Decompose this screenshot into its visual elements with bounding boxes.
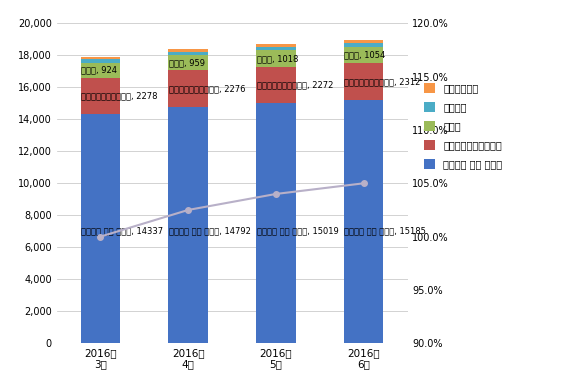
Text: カレコ, 1054: カレコ, 1054 <box>344 50 385 60</box>
Text: オリックスカーシェア, 2272: オリックスカーシェア, 2272 <box>256 80 333 89</box>
Text: オリックスカーシェア, 2312: オリックスカーシェア, 2312 <box>344 77 421 87</box>
Text: タイムズ カー プラス, 14792: タイムズ カー プラス, 14792 <box>169 227 251 236</box>
Bar <box>169 70 208 107</box>
Text: タイムズ カー プラス, 15019: タイムズ カー プラス, 15019 <box>256 227 338 236</box>
Text: タイムズ カー プラス, 15185: タイムズ カー プラス, 15185 <box>344 227 426 236</box>
Bar <box>256 103 295 343</box>
Text: オリックスカーシェア, 2276: オリックスカーシェア, 2276 <box>169 84 246 93</box>
Text: タイムズ カー プラス, 14337: タイムズ カー プラス, 14337 <box>81 227 163 236</box>
Bar <box>81 78 120 114</box>
Bar <box>256 44 295 47</box>
Bar <box>81 57 120 59</box>
Bar <box>344 40 383 43</box>
Bar <box>256 67 295 103</box>
Bar <box>169 107 208 343</box>
Bar <box>169 49 208 51</box>
Bar <box>256 50 295 67</box>
Bar <box>256 47 295 50</box>
Bar <box>344 64 383 100</box>
Text: オリックスカーシェア, 2278: オリックスカーシェア, 2278 <box>81 91 158 100</box>
Legend: アース・カー, カリテコ, カレコ, オリックスカーシェア, タイムズ カー プラス: アース・カー, カリテコ, カレコ, オリックスカーシェア, タイムズ カー プ… <box>424 83 502 169</box>
Bar <box>344 46 383 64</box>
Bar <box>344 100 383 343</box>
Bar <box>81 59 120 63</box>
Bar <box>81 114 120 343</box>
Text: カレコ, 1018: カレコ, 1018 <box>256 54 298 63</box>
Bar <box>169 55 208 70</box>
Bar <box>169 51 208 55</box>
Text: カレコ, 959: カレコ, 959 <box>169 58 205 67</box>
Bar <box>344 43 383 46</box>
Text: カレコ, 924: カレコ, 924 <box>81 66 117 74</box>
Bar <box>81 63 120 78</box>
